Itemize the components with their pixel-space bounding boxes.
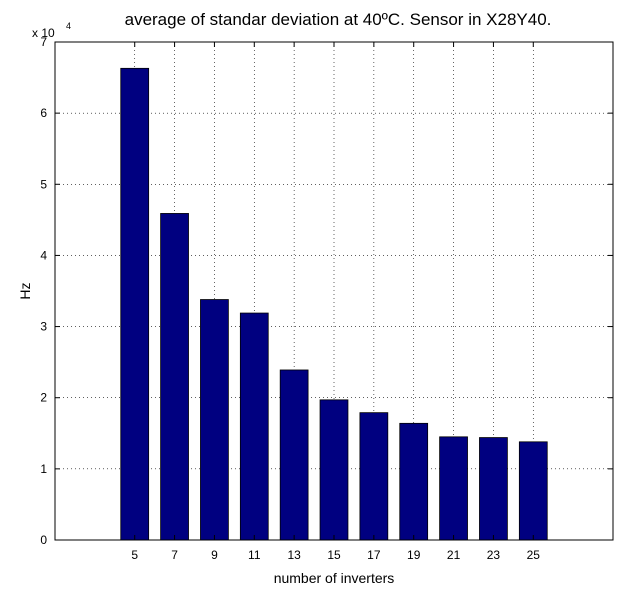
y-axis-label: Hz xyxy=(17,282,33,299)
y-tick-label: 4 xyxy=(40,248,47,262)
y-tick-label: 5 xyxy=(40,177,47,191)
y-tick-label: 6 xyxy=(40,106,47,120)
x-tick-label: 9 xyxy=(211,548,218,562)
bar xyxy=(399,422,429,541)
y-tick-label: 7 xyxy=(40,35,47,49)
x-tick-label: 25 xyxy=(527,548,541,562)
bar xyxy=(518,441,548,541)
x-tick-label: 11 xyxy=(248,548,261,562)
bar xyxy=(160,213,189,541)
x-tick-label: 23 xyxy=(487,548,501,562)
bar xyxy=(479,437,508,541)
chart-title: average of standar deviation at 40ºC. Se… xyxy=(125,10,552,29)
x-tick-label: 13 xyxy=(287,548,301,562)
y-tick-label: 1 xyxy=(40,462,47,476)
y-exponent-base: x 10 xyxy=(32,26,55,40)
bar xyxy=(319,399,349,541)
bar xyxy=(239,312,269,541)
y-tick-label: 2 xyxy=(40,391,47,405)
x-axis-label: number of inverters xyxy=(274,570,395,586)
bar xyxy=(200,299,229,541)
y-tick-label: 3 xyxy=(40,320,47,334)
y-tick-label: 0 xyxy=(40,533,47,547)
x-tick-label: 5 xyxy=(131,548,138,562)
x-tick-label: 17 xyxy=(367,548,381,562)
bar xyxy=(279,369,309,541)
x-tick-label: 15 xyxy=(327,548,341,562)
bar xyxy=(359,412,389,541)
bar xyxy=(120,67,150,541)
y-exponent-power: 4 xyxy=(66,21,71,31)
x-tick-label: 7 xyxy=(171,548,178,562)
x-tick-label: 19 xyxy=(407,548,421,562)
bars xyxy=(120,67,548,541)
bar xyxy=(439,436,468,541)
x-tick-label: 21 xyxy=(447,548,461,562)
